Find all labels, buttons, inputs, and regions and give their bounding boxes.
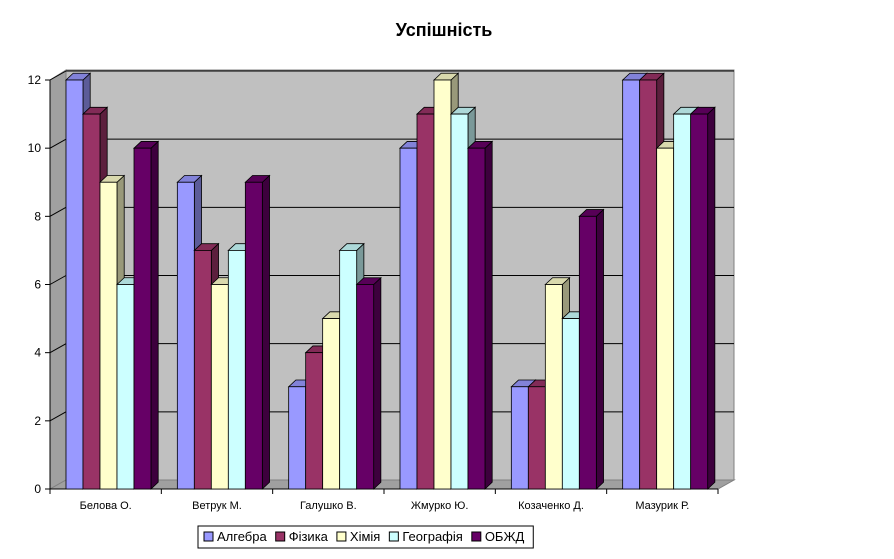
bar-front [244,181,263,490]
legend-label: Хімія [350,529,380,544]
legend-swatch [275,531,286,542]
bar-front [578,215,597,490]
bar-front [527,386,546,490]
bar-front [399,147,418,490]
bar-front [322,318,341,490]
bar [689,106,716,490]
category-label: Галушко В. [300,500,357,512]
category-label: Козаченко Д. [518,500,584,512]
bar-front [82,113,101,490]
bar-front [656,147,675,490]
gridline-side [49,138,67,149]
legend-swatch [336,531,347,542]
legend: Алгебра Фізика Хімія Географія ОБЖД [197,525,534,549]
bar-front [210,284,229,490]
category-label: Ветрук М. [192,500,242,512]
y-tick-label: 12 [28,73,42,87]
plot-area: 0 2 4 6 8 10 12 Белова О. Ветрук М. Галушко В. Жму… [28,69,736,512]
bar-side [373,276,382,490]
bar-front [65,79,84,490]
bar-front [561,318,580,490]
bar-front [416,113,435,490]
bar-side [150,140,159,490]
legend-swatch [203,531,214,542]
bar-front [339,250,358,490]
y-tick-label: 10 [28,141,42,155]
bar-front [510,386,529,490]
bar-front [193,250,212,490]
category-label: Белова О. [80,500,132,512]
legend-swatch [388,531,399,542]
y-tick-label: 0 [34,482,41,496]
bar-side [484,140,493,490]
bar-front [288,386,307,490]
y-tick-label: 8 [34,209,41,223]
bar-front [116,284,135,490]
gridline-side [49,70,67,81]
bar-side [707,106,716,490]
y-tick-label: 2 [34,414,41,428]
y-tick-label: 4 [34,346,41,360]
bar [466,140,494,490]
bar-front [99,181,118,490]
legend-label: Фізика [289,529,329,544]
bar-front [450,113,469,490]
bar-front [544,284,563,490]
legend-label: ОБЖД [485,529,525,544]
bar-front [690,113,709,490]
bar-front [433,79,452,490]
bar-side [261,174,270,490]
chart-title: Успішність [396,20,493,40]
bar-front [622,79,641,490]
gridline-side [49,275,67,285]
gridline-side [49,411,67,422]
legend-swatch [471,531,482,542]
bar-front [673,113,692,490]
bar-front [639,79,658,490]
bar [355,276,382,490]
bar [578,208,605,490]
bar-front [305,352,324,490]
bar-front [176,181,195,490]
legend-label: Географія [402,529,462,544]
bar-front [133,147,152,490]
bar-front [227,250,246,490]
gridline-side [49,343,67,354]
bar-front [467,147,486,490]
bar-side [595,208,604,490]
gridline-side [49,206,67,217]
y-tick-label: 6 [34,278,41,292]
bar [132,140,160,490]
bar [244,174,271,490]
category-label: Мазурик Р. [635,500,689,512]
legend-label: Алгебра [217,529,267,544]
bar-front [356,284,375,490]
category-label: Жмурко Ю. [411,500,469,512]
